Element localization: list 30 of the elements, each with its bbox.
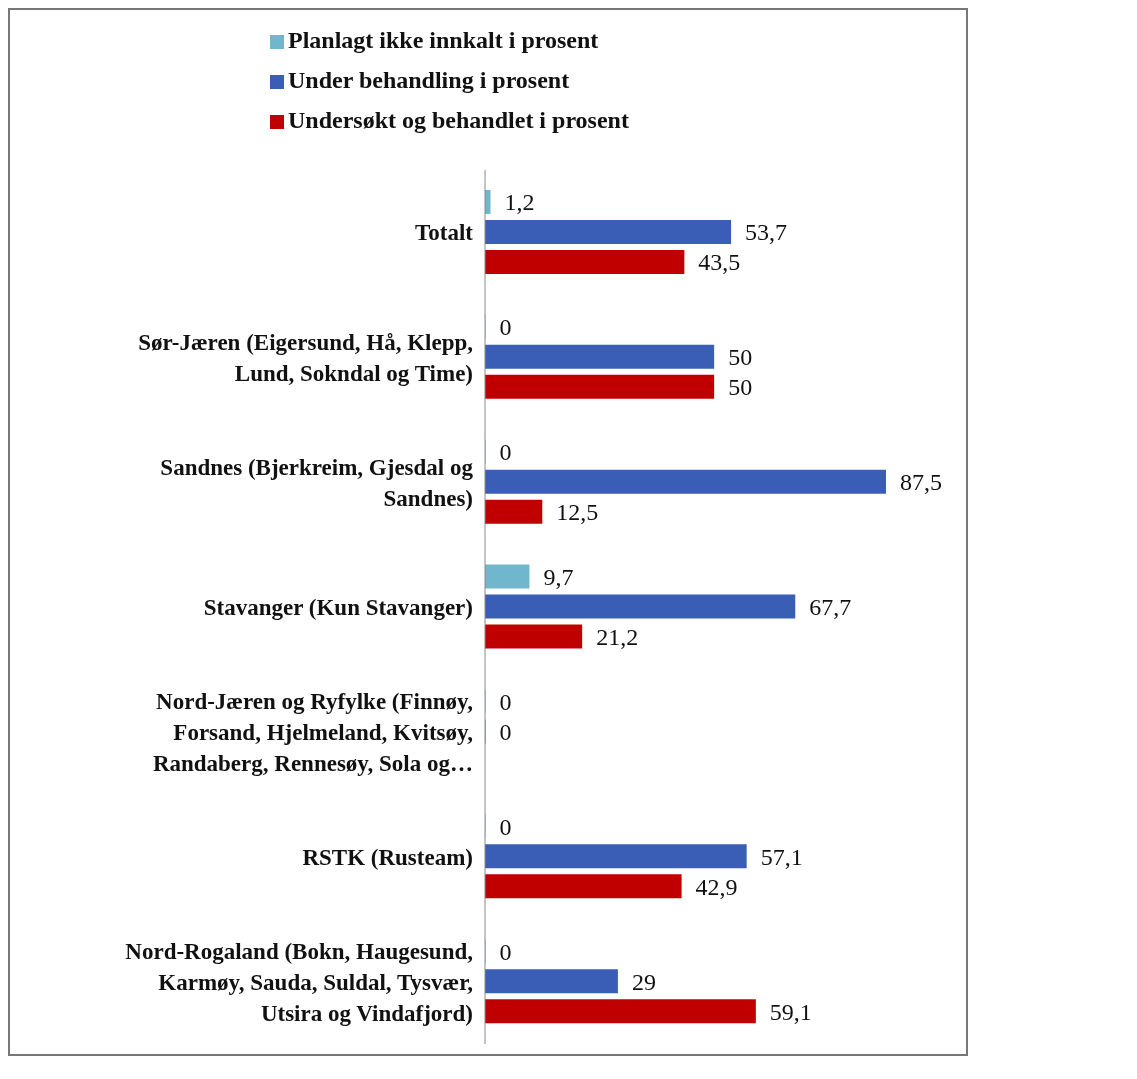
data-label: 42,9 bbox=[695, 873, 738, 900]
y-tick-label: Sør-Jæren (Eigersund, Hå, Klepp, Lund, Sokndal og Time) bbox=[138, 329, 473, 386]
y-tick-label: RSTK (Rusteam) bbox=[302, 844, 473, 870]
data-label: 43,5 bbox=[698, 249, 741, 276]
data-label: 0 bbox=[499, 938, 512, 965]
y-tick-label: Totalt bbox=[415, 220, 474, 246]
data-label: 0 bbox=[499, 439, 512, 466]
data-label: 0 bbox=[499, 813, 512, 840]
data-label: 0 bbox=[499, 688, 512, 715]
data-label: 59,1 bbox=[769, 998, 812, 1025]
legend-label: Planlagt ikke innkalt i prosent bbox=[288, 27, 599, 53]
y-tick-label: Nord-Jæren og Ryfylke (Finnøy, Forsand, Hjelmeland, Kvitsøy, Randaberg, Rennesøy, Sola og… bbox=[152, 688, 473, 776]
data-label: 29 bbox=[631, 968, 656, 995]
y-tick-label: Sandnes (Bjerkreim, Gjesdal og Sandnes) bbox=[160, 454, 474, 511]
y-tick-label: Nord-Rogaland (Bokn, Haugesund, Karmøy, Sauda, Suldal, Tysvær, Utsira og Vindafjord) bbox=[125, 938, 473, 1026]
data-label: 12,5 bbox=[556, 499, 599, 526]
data-label: 87,5 bbox=[900, 469, 942, 496]
data-label: 0 bbox=[499, 314, 512, 341]
data-label: 1,2 bbox=[504, 189, 535, 216]
data-label: 50 bbox=[728, 344, 753, 371]
data-label: 0 bbox=[499, 718, 512, 745]
data-label: 57,1 bbox=[760, 843, 803, 870]
data-label: 21,2 bbox=[596, 623, 639, 650]
data-label: 53,7 bbox=[745, 219, 788, 246]
data-label: 9,7 bbox=[543, 563, 574, 590]
legend-label: Under behandling i prosent bbox=[288, 67, 570, 93]
data-label: 50 bbox=[728, 374, 753, 401]
legend-label: Undersøkt og behandlet i prosent bbox=[288, 107, 629, 133]
data-label: 67,7 bbox=[809, 593, 852, 620]
y-tick-label: Stavanger (Kun Stavanger) bbox=[203, 595, 473, 621]
